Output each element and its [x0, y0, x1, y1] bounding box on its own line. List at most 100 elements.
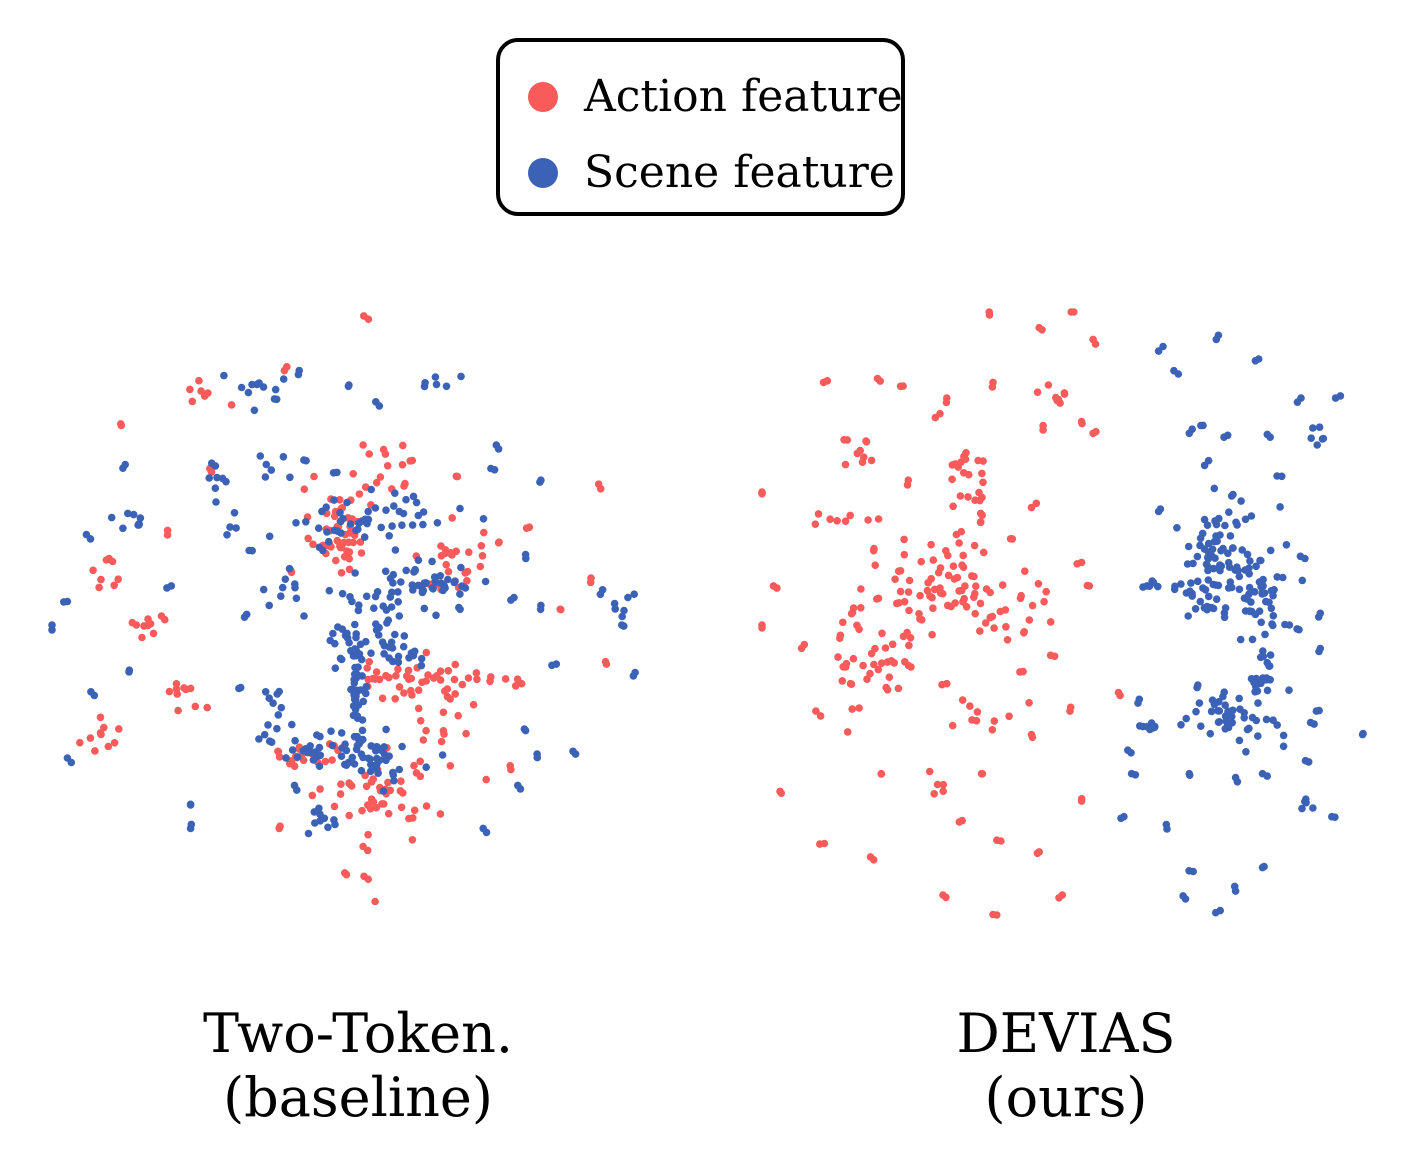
devias-point-action: [1042, 587, 1050, 596]
two-token-point-scene: [596, 590, 605, 599]
two-token-point-action: [401, 479, 409, 488]
devias-point-action: [1033, 849, 1042, 858]
two-token-point-action: [172, 680, 181, 688]
two-token-point-action: [96, 713, 105, 722]
devias-point-action: [938, 680, 946, 689]
two-token-point-action: [482, 775, 491, 784]
devias-point-scene: [1191, 605, 1200, 613]
two-token-point-scene: [386, 593, 395, 601]
two-token-point-scene: [389, 579, 397, 587]
devias-point-action: [849, 654, 858, 663]
two-token-point-scene: [457, 372, 465, 381]
devias-point-action: [939, 589, 947, 598]
two-token-point-scene: [380, 650, 388, 658]
two-token-point-action: [463, 577, 471, 585]
devias-point-action: [1028, 601, 1037, 610]
two-token-point-scene: [336, 508, 344, 517]
devias-point-action: [905, 641, 913, 650]
two-token-point-action: [372, 803, 381, 812]
devias-point-scene: [1194, 681, 1202, 689]
two-token-point-action: [601, 657, 610, 666]
two-token-point-action: [422, 648, 431, 657]
devias-point-scene: [1185, 771, 1194, 779]
two-token-point-scene: [207, 459, 216, 467]
devias-point-action: [936, 564, 945, 572]
two-token-point-scene: [311, 819, 319, 827]
two-token-point-scene: [380, 750, 389, 758]
devias-point-scene: [1148, 577, 1156, 585]
two-token-point-action: [357, 549, 366, 557]
two-token-point-scene: [310, 808, 319, 816]
two-token-point-scene: [352, 633, 360, 642]
two-token-point-action: [104, 742, 113, 751]
devias-point-action: [982, 585, 991, 593]
two-token-point-scene: [339, 514, 347, 523]
caption-devias: DEVIAS (ours): [806, 1002, 1326, 1130]
two-token-point-action: [364, 830, 372, 839]
devias-point-action: [905, 576, 914, 585]
devias-point-action: [839, 618, 847, 627]
two-token-point-scene: [314, 524, 323, 532]
two-token-point-scene: [331, 820, 339, 829]
two-token-point-action: [299, 756, 308, 765]
two-token-point-scene: [442, 382, 451, 391]
devias-point-action: [894, 684, 903, 693]
devias-point-action: [1046, 618, 1055, 626]
devias-point-scene: [1266, 546, 1275, 555]
two-token-point-scene: [353, 741, 362, 750]
devias-point-scene: [1208, 545, 1217, 554]
two-token-point-scene: [220, 371, 228, 380]
devias-point-scene: [1195, 699, 1204, 707]
two-token-point-scene: [337, 529, 345, 537]
two-token-point-action: [89, 566, 97, 575]
devias-point-scene: [1281, 620, 1289, 629]
two-token-point-scene: [362, 682, 371, 691]
devias-point-action: [847, 680, 856, 688]
two-token-point-action: [444, 567, 453, 576]
two-token-point-scene: [349, 711, 358, 720]
devias-point-action: [957, 527, 966, 536]
two-token-point-scene: [259, 585, 268, 594]
two-token-point-scene: [367, 649, 375, 657]
two-token-point-scene: [370, 604, 378, 612]
two-token-point-action: [422, 726, 430, 735]
two-token-point-action: [207, 468, 216, 476]
two-token-point-action: [385, 673, 393, 682]
two-token-point-scene: [433, 519, 442, 527]
two-token-point-scene: [405, 654, 413, 662]
devias-point-action: [864, 516, 872, 524]
two-token-point-scene: [341, 631, 350, 640]
two-token-point-scene: [226, 523, 234, 531]
devias-point-action: [1006, 535, 1015, 543]
devias-point-action: [1092, 427, 1100, 436]
devias-point-action: [929, 604, 937, 612]
devias-point-scene: [1315, 706, 1323, 715]
two-token-point-scene: [186, 800, 195, 809]
devias-point-scene: [1201, 586, 1210, 594]
devias-point-scene: [1131, 771, 1140, 779]
two-token-point-scene: [618, 612, 626, 621]
devias-point-scene: [1223, 431, 1232, 440]
devias-point-action: [1020, 628, 1028, 636]
two-token-point-scene: [390, 776, 398, 785]
two-token-point-action: [461, 569, 470, 577]
two-token-point-scene: [330, 526, 339, 535]
devias-point-scene: [1269, 612, 1278, 620]
two-token-point-scene: [282, 754, 290, 762]
two-token-point-action: [76, 738, 84, 747]
two-token-point-scene: [374, 631, 383, 639]
devias-point-action: [888, 640, 897, 649]
two-token-point-scene: [382, 756, 390, 765]
two-token-point-scene: [372, 764, 381, 772]
devias-point-scene: [1196, 597, 1205, 606]
two-token-point-scene: [440, 582, 449, 590]
two-token-point-action: [97, 575, 105, 584]
two-token-point-scene: [394, 652, 403, 661]
devias-point-scene: [1204, 576, 1213, 584]
two-token-point-scene: [394, 588, 402, 596]
two-token-point-scene: [373, 588, 382, 596]
devias-point-scene: [1159, 342, 1167, 351]
devias-point-action: [924, 579, 932, 587]
devias-point-scene: [1117, 814, 1125, 823]
two-token-point-scene: [420, 604, 429, 613]
